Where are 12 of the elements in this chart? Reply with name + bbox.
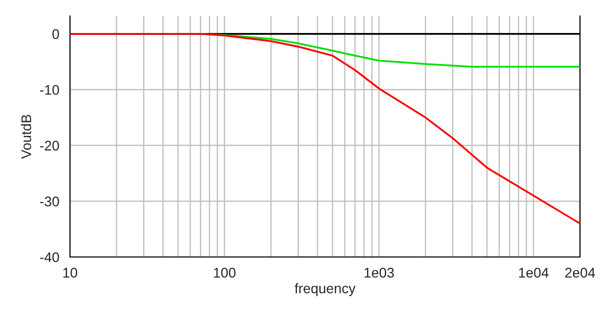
x-tick-label: 2e04 <box>565 268 596 278</box>
y-axis-title: VoutdB <box>21 114 32 159</box>
y-tick-label: -30 <box>40 196 60 206</box>
y-tick-label: -20 <box>40 140 60 151</box>
x-tick-label: 100 <box>214 268 236 278</box>
y-tick-label: -10 <box>40 84 60 95</box>
x-tick-label: 1e03 <box>364 268 394 278</box>
y-tick-label: 0 <box>52 29 60 40</box>
y-tick-label: -40 <box>40 252 60 262</box>
x-tick-label: 10 <box>63 268 78 278</box>
x-axis-title: frequency <box>294 283 356 296</box>
x-tick-label: 1e04 <box>519 268 549 278</box>
